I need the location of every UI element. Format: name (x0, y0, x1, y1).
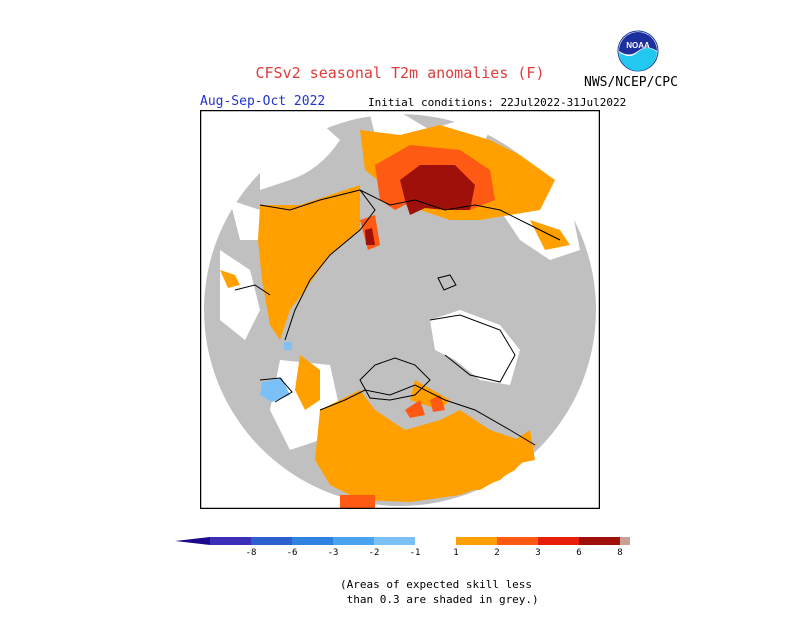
legend-tick-label: 6 (576, 548, 581, 558)
legend-swatch (620, 537, 630, 545)
skill-note-line-1: (Areas of expected skill less (340, 578, 533, 591)
legend-tick-label: -1 (410, 548, 421, 558)
anomaly-neg1-to-neg2 (260, 342, 292, 402)
legend-swatches (175, 537, 630, 545)
polar-map (200, 110, 600, 509)
skill-note-line-2: than 0.3 are shaded in grey.) (340, 593, 539, 606)
legend-low-arrow (175, 537, 210, 545)
map-title: CFSv2 seasonal T2m anomalies (F) (255, 64, 545, 82)
season-label: Aug-Sep-Oct 2022 (200, 94, 326, 109)
legend-swatch (579, 537, 620, 545)
initial-conditions-label: Initial conditions: 22Jul2022-31Jul2022 (368, 96, 627, 109)
legend-swatch (538, 537, 579, 545)
svg-text:NOAA: NOAA (626, 41, 650, 50)
legend-swatch (210, 537, 251, 545)
noaa-logo: NOAA (617, 30, 659, 72)
map-frame (200, 110, 600, 509)
legend-swatch (333, 537, 374, 545)
legend-swatch (374, 537, 415, 545)
agency-label: NWS/NCEP/CPC (584, 75, 678, 90)
legend-tick-label: -6 (287, 548, 298, 558)
legend-swatch (251, 537, 292, 545)
legend-tick-label: 2 (494, 548, 499, 558)
legend-swatch (415, 537, 456, 545)
legend-swatch (497, 537, 538, 545)
color-legend: -8 -6 -3 -2 -1 1 2 3 6 8 (175, 537, 630, 558)
legend-tick-label: 1 (453, 548, 458, 558)
legend-tick-label: -8 (246, 548, 257, 558)
legend-tick-label: 8 (617, 548, 622, 558)
coastlines (234, 189, 561, 446)
legend-tick-label: -2 (369, 548, 380, 558)
skill-note: (Areas of expected skill less than 0.3 a… (340, 577, 539, 607)
legend-swatch (292, 537, 333, 545)
legend-tick-label: -3 (328, 548, 339, 558)
legend-swatch (456, 537, 497, 545)
anomaly-3-to-6 (365, 165, 475, 245)
legend-tick-label: 3 (535, 548, 540, 558)
legend-ticks: -8 -6 -3 -2 -1 1 2 3 6 8 (246, 548, 623, 558)
